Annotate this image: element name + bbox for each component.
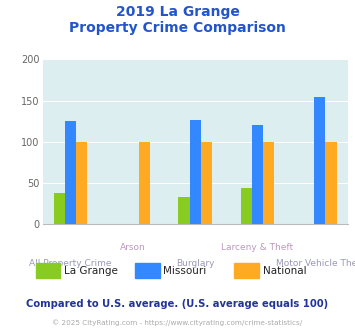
Bar <box>76 142 87 224</box>
Bar <box>54 193 65 224</box>
Text: Larceny & Theft: Larceny & Theft <box>222 243 294 251</box>
Bar <box>326 142 337 224</box>
Text: All Property Crime: All Property Crime <box>29 259 112 268</box>
Bar <box>263 142 274 224</box>
Text: 2019 La Grange: 2019 La Grange <box>116 5 239 19</box>
Bar <box>241 188 252 224</box>
Text: Compared to U.S. average. (U.S. average equals 100): Compared to U.S. average. (U.S. average … <box>26 299 329 309</box>
Bar <box>179 197 190 224</box>
Text: © 2025 CityRating.com - https://www.cityrating.com/crime-statistics/: © 2025 CityRating.com - https://www.city… <box>53 319 302 326</box>
Text: Missouri: Missouri <box>163 266 207 276</box>
Text: La Grange: La Grange <box>64 266 118 276</box>
Bar <box>252 125 263 224</box>
Text: Burglary: Burglary <box>176 259 214 268</box>
Text: Property Crime Comparison: Property Crime Comparison <box>69 21 286 35</box>
Bar <box>314 96 326 224</box>
Bar <box>65 121 76 224</box>
Text: National: National <box>263 266 306 276</box>
Bar <box>190 120 201 224</box>
Bar <box>201 142 212 224</box>
Bar <box>138 142 150 224</box>
Text: Arson: Arson <box>120 243 146 251</box>
Text: Motor Vehicle Theft: Motor Vehicle Theft <box>276 259 355 268</box>
